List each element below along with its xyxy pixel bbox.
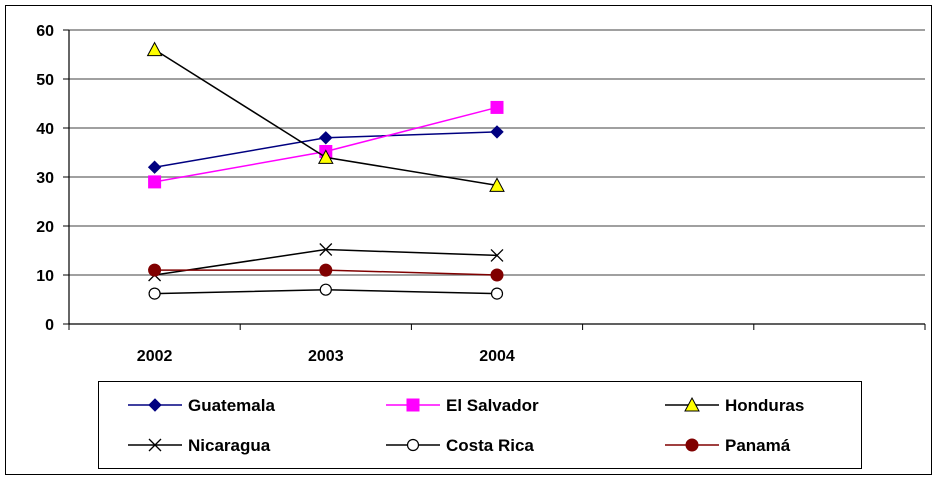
series-2 bbox=[146, 41, 505, 192]
legend-entry: Guatemala bbox=[128, 396, 275, 415]
legend-entry: Honduras bbox=[665, 396, 804, 415]
legend-entry: Costa Rica bbox=[386, 436, 534, 455]
legend-label: Honduras bbox=[725, 396, 804, 415]
data-point bbox=[317, 149, 334, 164]
y-tick-label: 0 bbox=[45, 317, 54, 334]
y-tick-label: 10 bbox=[36, 268, 54, 285]
legend-label: Nicaragua bbox=[188, 436, 271, 455]
data-point bbox=[147, 160, 162, 174]
data-point bbox=[489, 177, 505, 192]
legend-marker bbox=[406, 398, 420, 412]
y-tick-label: 40 bbox=[36, 121, 54, 138]
legend-label: El Salvador bbox=[446, 396, 539, 415]
legend-marker bbox=[406, 438, 420, 452]
y-tick-label: 20 bbox=[36, 219, 54, 236]
data-point bbox=[490, 268, 504, 282]
legend-marker bbox=[685, 438, 699, 452]
data-point bbox=[490, 125, 504, 139]
series-0 bbox=[147, 125, 504, 174]
data-point bbox=[148, 287, 161, 300]
data-point bbox=[148, 263, 162, 277]
x-tick-label: 2004 bbox=[479, 348, 515, 365]
data-point bbox=[319, 243, 333, 256]
y-tick-label: 30 bbox=[36, 170, 54, 187]
y-tick-label: 60 bbox=[36, 23, 54, 40]
data-point bbox=[490, 248, 504, 262]
legend-label: Costa Rica bbox=[446, 436, 534, 455]
legend-marker bbox=[148, 398, 162, 412]
x-tick-label: 2003 bbox=[308, 348, 344, 365]
data-point bbox=[146, 41, 163, 57]
data-point bbox=[319, 263, 333, 277]
legend-entry: Panamá bbox=[665, 436, 791, 455]
data-point bbox=[490, 100, 504, 114]
legend-box bbox=[98, 381, 862, 469]
series-5 bbox=[148, 263, 504, 282]
data-point bbox=[319, 283, 332, 296]
legend-entry: El Salvador bbox=[386, 396, 539, 415]
series-4 bbox=[148, 283, 504, 300]
legend-entry: Nicaragua bbox=[128, 436, 271, 455]
legend-marker bbox=[148, 438, 162, 452]
legend-label: Guatemala bbox=[188, 396, 275, 415]
data-point bbox=[490, 287, 504, 300]
legend-label: Panamá bbox=[725, 436, 791, 455]
y-tick-label: 50 bbox=[36, 72, 54, 89]
data-point bbox=[148, 175, 162, 189]
data-point bbox=[319, 131, 333, 145]
legend-marker bbox=[684, 396, 700, 412]
x-tick-label: 2002 bbox=[137, 348, 173, 365]
